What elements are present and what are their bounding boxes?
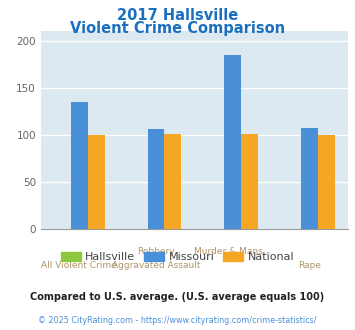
Text: © 2025 CityRating.com - https://www.cityrating.com/crime-statistics/: © 2025 CityRating.com - https://www.city… bbox=[38, 316, 317, 325]
Text: 2017 Hallsville: 2017 Hallsville bbox=[117, 8, 238, 23]
Text: Violent Crime Comparison: Violent Crime Comparison bbox=[70, 21, 285, 36]
Bar bbox=[148, 129, 164, 229]
Text: Rape: Rape bbox=[298, 261, 321, 270]
Bar bbox=[164, 134, 181, 229]
Bar bbox=[241, 134, 258, 229]
Text: Compared to U.S. average. (U.S. average equals 100): Compared to U.S. average. (U.S. average … bbox=[31, 292, 324, 302]
Text: All Violent Crime: All Violent Crime bbox=[41, 261, 117, 270]
Text: Murder & Mans...: Murder & Mans... bbox=[194, 248, 272, 256]
Bar bbox=[71, 102, 88, 229]
Legend: Hallsville, Missouri, National: Hallsville, Missouri, National bbox=[56, 248, 299, 267]
Bar bbox=[301, 128, 318, 229]
Bar bbox=[88, 135, 104, 229]
Text: Aggravated Assault: Aggravated Assault bbox=[112, 261, 200, 270]
Text: Robbery: Robbery bbox=[137, 248, 175, 256]
Bar bbox=[318, 135, 335, 229]
Bar bbox=[224, 55, 241, 229]
